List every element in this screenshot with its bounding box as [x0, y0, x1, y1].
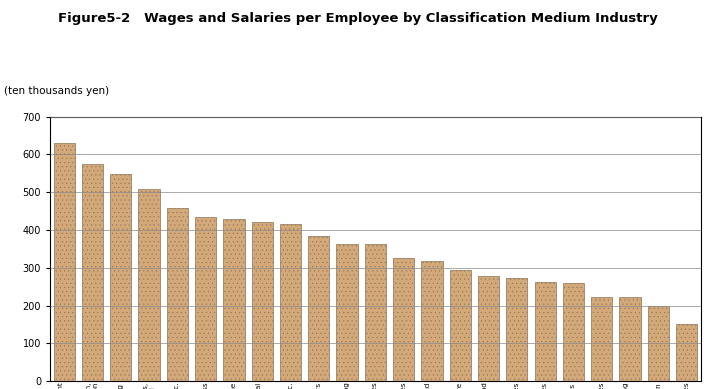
Bar: [591, 297, 612, 381]
Bar: [195, 217, 216, 381]
Bar: [110, 174, 132, 381]
Bar: [223, 219, 245, 381]
Bar: [308, 236, 330, 381]
Bar: [421, 261, 443, 381]
Bar: [450, 270, 471, 381]
Bar: [252, 222, 273, 381]
Bar: [393, 258, 414, 381]
Bar: [167, 208, 188, 381]
Bar: [648, 306, 669, 381]
Bar: [82, 164, 103, 381]
Bar: [535, 282, 556, 381]
Bar: [139, 189, 159, 381]
Text: (ten thousands yen): (ten thousands yen): [4, 86, 109, 96]
Bar: [619, 297, 641, 381]
Bar: [280, 224, 301, 381]
Bar: [563, 283, 584, 381]
Text: Figure5-2   Wages and Salaries per Employee by Classification Medium Industry: Figure5-2 Wages and Salaries per Employe…: [58, 12, 657, 25]
Bar: [54, 143, 75, 381]
Bar: [365, 244, 386, 381]
Bar: [506, 279, 528, 381]
Bar: [676, 324, 697, 381]
Bar: [478, 276, 499, 381]
Bar: [337, 244, 358, 381]
